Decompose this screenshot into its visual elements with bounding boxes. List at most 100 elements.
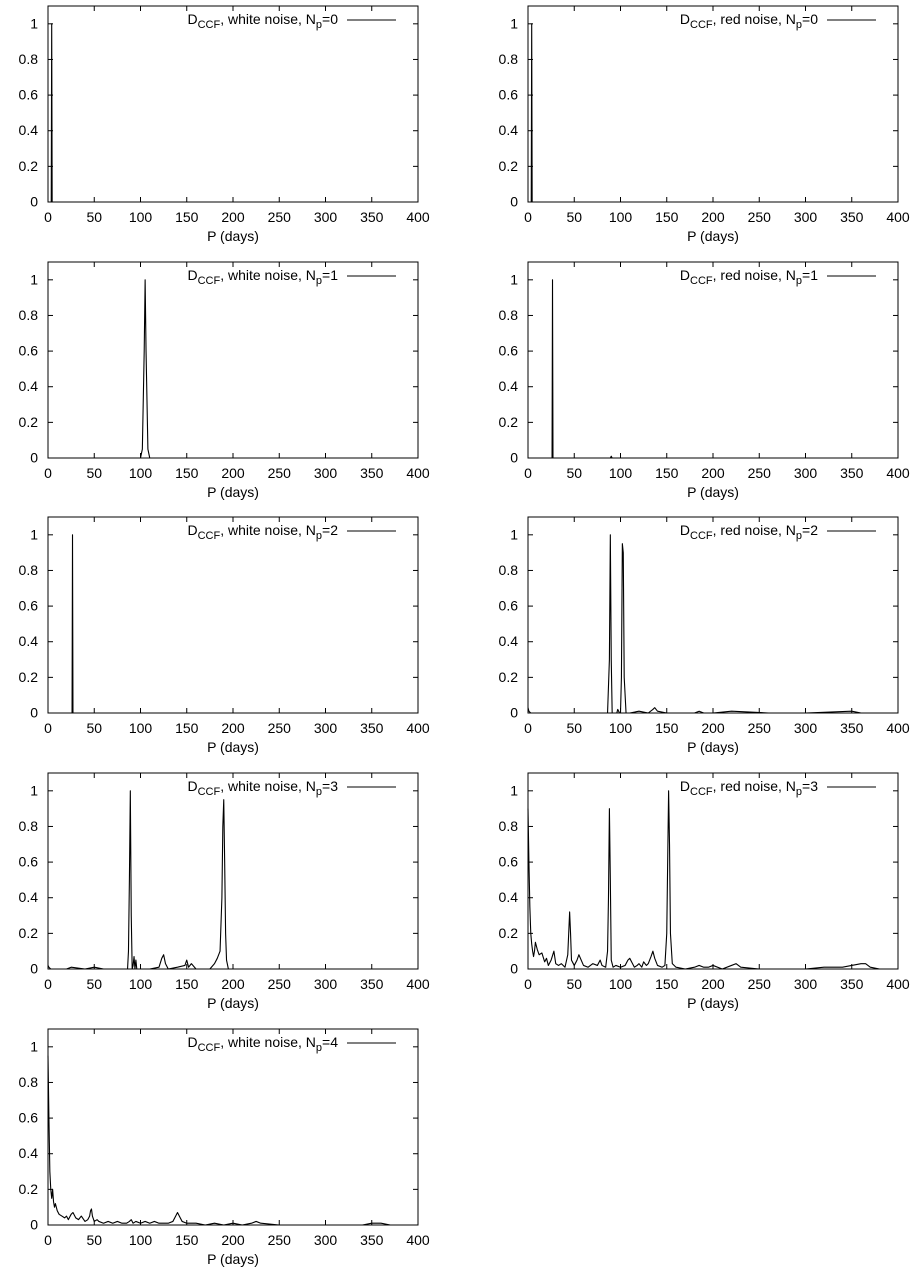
- x-tick-label: 50: [86, 720, 102, 736]
- legend-text-part: , white noise, N: [220, 267, 316, 283]
- y-tick-label: 1: [30, 271, 38, 287]
- legend-text-part: D: [187, 267, 197, 283]
- x-tick-label: 400: [406, 1232, 430, 1248]
- x-tick-label: 100: [609, 209, 633, 225]
- legend-text-part: D: [187, 778, 197, 794]
- y-tick-label: 0.4: [499, 889, 519, 905]
- legend-text-part: CCF: [198, 786, 221, 798]
- x-tick-label: 350: [840, 976, 864, 992]
- legend-text-part: CCF: [198, 1042, 221, 1054]
- legend-text-part: CCF: [690, 275, 713, 287]
- legend-text-part: =1: [802, 267, 818, 283]
- legend-text-part: , white noise, N: [220, 11, 316, 27]
- legend-text-part: p: [796, 786, 802, 798]
- x-tick-label: 350: [360, 209, 384, 225]
- x-tick-label: 400: [406, 465, 430, 481]
- y-tick-label: 0.2: [19, 669, 39, 685]
- x-tick-label: 250: [268, 720, 292, 736]
- x-tick-label: 0: [524, 976, 532, 992]
- y-tick-label: 0: [30, 705, 38, 721]
- plot-frame: [47, 772, 419, 970]
- x-axis-label: P (days): [207, 739, 259, 755]
- x-tick-label: 100: [129, 1232, 153, 1248]
- x-tick-label: 200: [701, 720, 725, 736]
- legend-text-part: D: [187, 522, 197, 538]
- chart-panel: 0 0.2 0.4 0.6 0.8 1 0 50 100 150 200 250 300 350 400 P …: [19, 5, 430, 244]
- y-tick-label: 0.4: [19, 1145, 39, 1161]
- y-tick-label: 0.6: [19, 854, 39, 870]
- y-tick-label: 0: [30, 1217, 38, 1233]
- x-axis-label: P (days): [207, 228, 259, 244]
- x-tick-label: 350: [840, 465, 864, 481]
- x-tick-label: 150: [655, 976, 679, 992]
- y-tick-label: 0.6: [19, 87, 39, 103]
- x-tick-label: 200: [701, 209, 725, 225]
- x-tick-label: 150: [655, 720, 679, 736]
- legend-text-part: =4: [322, 1034, 338, 1050]
- x-tick-label: 0: [44, 209, 52, 225]
- x-tick-label: 150: [175, 720, 199, 736]
- legend-text-part: =0: [322, 11, 338, 27]
- legend-text-part: CCF: [690, 786, 713, 798]
- x-tick-label: 0: [44, 1232, 52, 1248]
- y-tick-label: 0.6: [19, 1110, 39, 1126]
- chart-panel: 0 0.2 0.4 0.6 0.8 1 0 50 100 150 200 250 300 350 400 P …: [19, 772, 430, 1011]
- y-tick-label: 1: [510, 271, 518, 287]
- chart-panel: 0 0.2 0.4 0.6 0.8 1 0 50 100 150 200 250 300 350 400 P …: [19, 1028, 430, 1267]
- y-tick-label: 0.2: [19, 414, 39, 430]
- x-tick-label: 150: [175, 465, 199, 481]
- series-line: [528, 279, 898, 459]
- x-tick-label: 0: [524, 209, 532, 225]
- x-axis-label: P (days): [687, 995, 739, 1011]
- x-tick-label: 400: [886, 465, 910, 481]
- x-tick-label: 250: [268, 976, 292, 992]
- legend-text-part: , red noise, N: [713, 778, 796, 794]
- legend-text-part: D: [680, 522, 690, 538]
- legend-text-part: CCF: [198, 275, 221, 287]
- legend-entry: DCCF, white noise, Np=1: [187, 267, 338, 287]
- legend-text-part: =3: [802, 778, 818, 794]
- x-tick-label: 300: [794, 209, 818, 225]
- y-tick-label: 0.2: [19, 1181, 39, 1197]
- x-tick-label: 50: [566, 465, 582, 481]
- y-tick-label: 0.6: [499, 87, 519, 103]
- series-line: [47, 790, 418, 970]
- x-tick-label: 50: [86, 465, 102, 481]
- x-axis-label: P (days): [207, 1251, 259, 1267]
- x-tick-label: 0: [44, 465, 52, 481]
- legend-entry: DCCF, white noise, Np=3: [187, 778, 338, 798]
- legend-text-part: p: [796, 19, 802, 31]
- x-tick-label: 400: [406, 976, 430, 992]
- x-tick-label: 250: [268, 1232, 292, 1248]
- x-tick-label: 100: [609, 976, 633, 992]
- series-line: [48, 534, 418, 714]
- y-tick-label: 1: [30, 526, 38, 542]
- x-tick-label: 400: [406, 720, 430, 736]
- y-tick-label: 0.6: [19, 598, 39, 614]
- x-tick-label: 100: [609, 720, 633, 736]
- y-tick-label: 0.4: [19, 633, 39, 649]
- legend-text-part: CCF: [198, 19, 221, 31]
- chart-panel: 0 0.2 0.4 0.6 0.8 1 0 50 100 150 200 250 300 350 400 P …: [499, 516, 910, 755]
- y-tick-label: 0.8: [499, 562, 519, 578]
- legend-text-part: D: [680, 267, 690, 283]
- series-line: [527, 534, 898, 714]
- legend-text-part: CCF: [690, 530, 713, 542]
- y-tick-label: 0.8: [19, 307, 39, 323]
- y-tick-label: 1: [510, 15, 518, 31]
- plot-frame: [527, 772, 899, 970]
- chart-panel: 0 0.2 0.4 0.6 0.8 1 0 50 100 150 200 250 300 350 400 P …: [19, 516, 430, 755]
- chart-panel: 0 0.2 0.4 0.6 0.8 1 0 50 100 150 200 250 300 350 400 P …: [499, 772, 910, 1011]
- legend-text-part: , white noise, N: [220, 778, 316, 794]
- x-axis-label: P (days): [207, 995, 259, 1011]
- x-tick-label: 300: [794, 720, 818, 736]
- legend-text-part: =2: [322, 522, 338, 538]
- legend-text-part: , red noise, N: [713, 11, 796, 27]
- legend-text-part: =1: [322, 267, 338, 283]
- y-tick-label: 0.8: [19, 562, 39, 578]
- y-tick-label: 0.8: [19, 1074, 39, 1090]
- legend-entry: DCCF, white noise, Np=2: [187, 522, 338, 542]
- y-tick-label: 0.4: [19, 378, 39, 394]
- legend-text-part: D: [187, 11, 197, 27]
